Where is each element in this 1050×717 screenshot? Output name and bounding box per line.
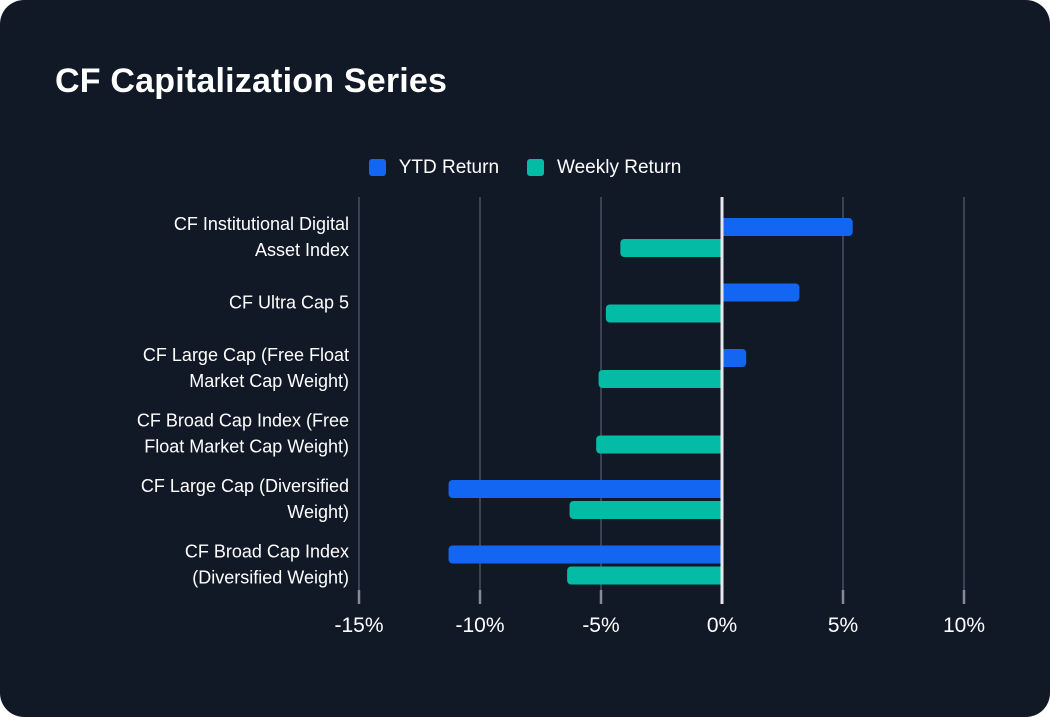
category-label: CF Ultra Cap 5 <box>229 293 349 313</box>
category-label: Weight) <box>287 502 349 522</box>
bar-ytd-2 <box>723 349 747 367</box>
legend-item-ytd-return[interactable]: YTD Return <box>368 157 500 178</box>
x-axis-tick-label: 10% <box>943 614 985 637</box>
bar-weekly-5 <box>567 566 721 585</box>
weekly-return-swatch-icon <box>527 159 545 176</box>
category-label: CF Broad Cap Index <box>185 542 349 562</box>
category-label: Float Market Cap Weight) <box>144 437 349 457</box>
bar-ytd-0 <box>723 218 853 236</box>
legend-label-weekly-return: Weekly Return <box>557 157 682 178</box>
x-axis-tick-label: -5% <box>582 614 619 637</box>
bar-ytd-1 <box>723 283 800 302</box>
chart-legend: YTD Return Weekly Return <box>0 158 1050 177</box>
category-label: CF Large Cap (Diversified <box>141 476 349 496</box>
category-label: CF Institutional Digital <box>174 214 349 234</box>
ytd-return-swatch-icon <box>368 159 386 176</box>
bar-weekly-1 <box>605 304 721 323</box>
bar-weekly-2 <box>598 370 721 388</box>
x-axis-tick-label: -10% <box>455 614 504 637</box>
legend-label-ytd-return: YTD Return <box>398 157 500 178</box>
category-label: Market Cap Weight) <box>189 371 349 391</box>
bar-ytd-4 <box>448 480 721 498</box>
category-label: CF Broad Cap Index (Free <box>137 411 349 431</box>
x-axis-tick-label: 0% <box>707 614 737 637</box>
page-title: CF Capitalization Series <box>55 62 448 100</box>
bar-weekly-3 <box>596 435 721 454</box>
legend-item-weekly-return[interactable]: Weekly Return <box>527 158 681 177</box>
bar-weekly-0 <box>620 239 721 257</box>
x-axis-tick-label: 5% <box>828 614 858 637</box>
bar-weekly-4 <box>569 501 721 519</box>
category-label: CF Large Cap (Free Float <box>143 345 349 365</box>
category-label: Asset Index <box>255 240 349 260</box>
bar-ytd-5 <box>448 545 721 564</box>
category-label: (Diversified Weight) <box>192 568 349 588</box>
x-axis-tick-label: -15% <box>334 614 383 637</box>
